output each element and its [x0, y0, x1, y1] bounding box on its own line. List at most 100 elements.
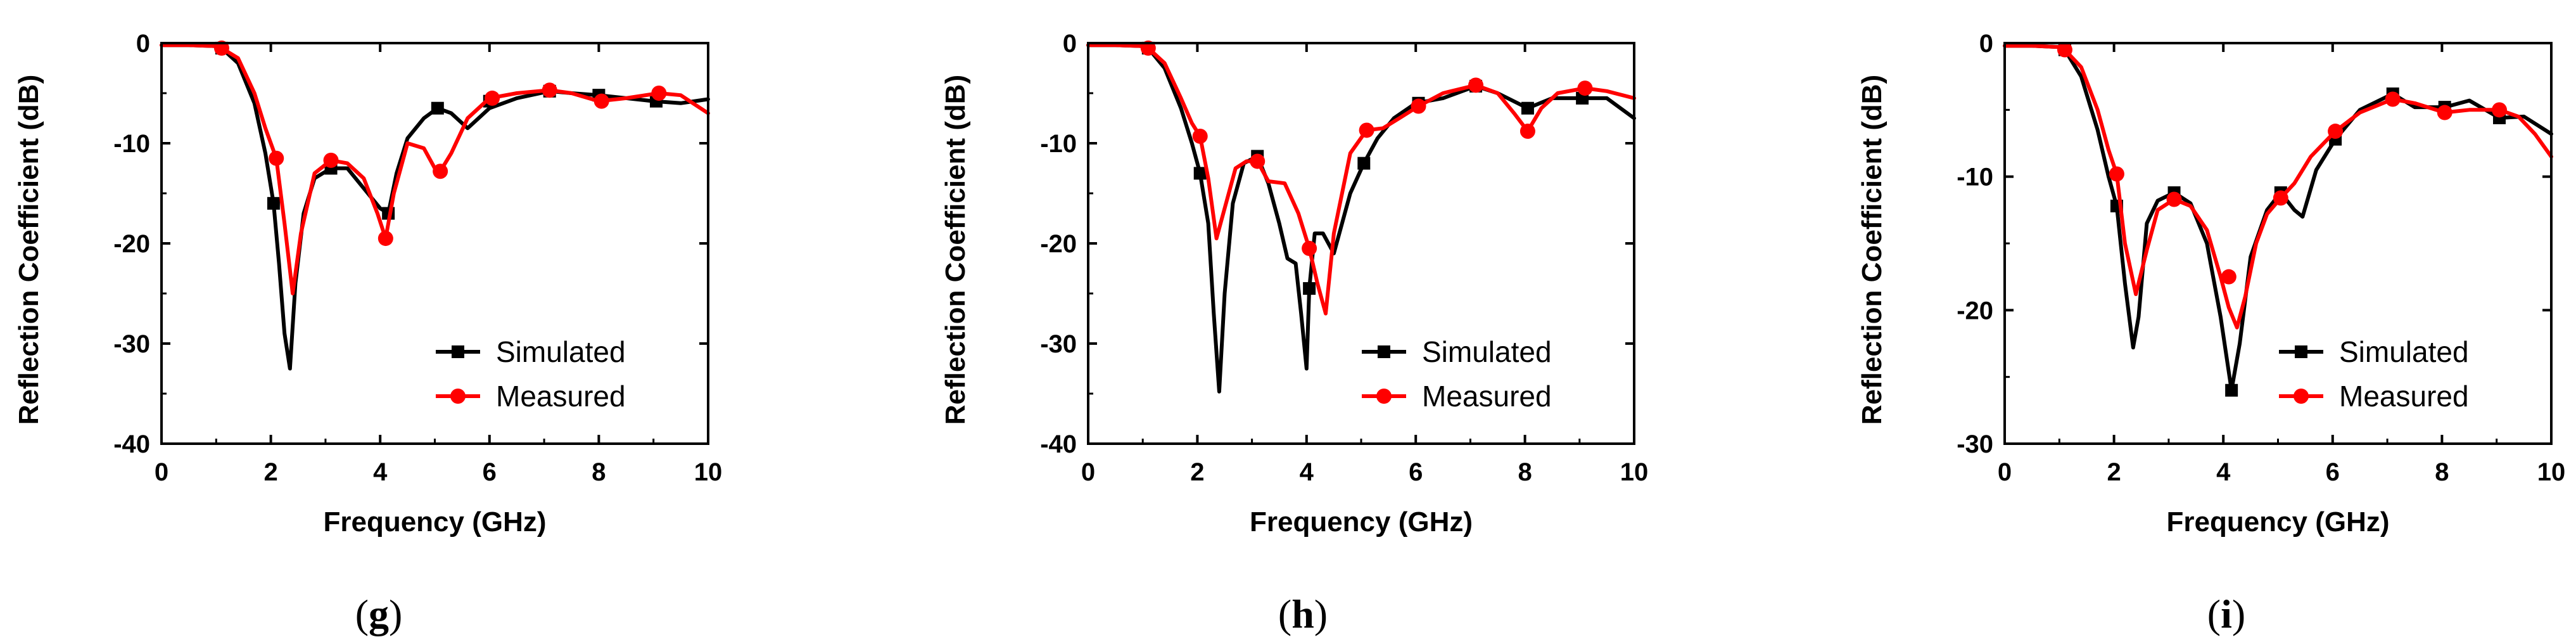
- legend-marker-measured: [450, 389, 466, 404]
- y-tick-label: -10: [1957, 164, 1993, 191]
- x-tick-label: 10: [1620, 458, 1649, 486]
- chart-panel-h: 0 2 4 6 8 10 0 -10 -20 -30 -40 Frequency (GHz) Refle…: [940, 30, 1648, 636]
- x-tick-label: 8: [592, 458, 606, 486]
- legend-label-simulated: Simulated: [496, 335, 626, 368]
- data-point-simulated: [1193, 167, 1207, 180]
- data-point-measured: [269, 150, 284, 166]
- y-tick-label: 0: [136, 30, 150, 58]
- data-point-measured: [2385, 91, 2401, 107]
- legend-marker-simulated: [452, 345, 464, 358]
- y-axis-title: Reflection Coefficient (dB): [13, 75, 44, 425]
- data-point-measured: [1302, 240, 1317, 256]
- legend-marker-simulated: [2295, 345, 2307, 358]
- data-point-simulated: [431, 101, 444, 115]
- data-point-measured: [2221, 269, 2237, 285]
- x-tick-label: 0: [155, 458, 168, 486]
- chart-panel-g: 0 2 4 6 8 10 0 -10 -20 -30 -40 Frequency (GHz) Refle…: [13, 30, 722, 636]
- data-point-simulated: [267, 196, 280, 210]
- y-tick-label: -10: [113, 130, 150, 158]
- legend-marker-measured: [1376, 389, 1392, 404]
- data-point-simulated: [1357, 157, 1371, 170]
- data-point-simulated: [1521, 101, 1534, 115]
- x-axis-title: Frequency (GHz): [323, 506, 546, 538]
- legend: Simulated Measured: [436, 335, 626, 413]
- data-point-simulated: [2225, 383, 2238, 397]
- x-tick-label: 0: [1998, 458, 2012, 486]
- data-point-measured: [1192, 128, 1208, 144]
- data-point-measured: [2437, 105, 2452, 120]
- data-point-measured: [651, 86, 667, 101]
- series-line-measured: [2003, 44, 2553, 330]
- y-tick-label: -20: [113, 230, 150, 258]
- data-point-measured: [1250, 153, 1266, 169]
- data-point-measured: [1468, 77, 1484, 93]
- data-point-measured: [593, 93, 609, 109]
- panel-label: (i): [2207, 591, 2245, 636]
- legend-label-measured: Measured: [1422, 380, 1552, 413]
- data-point-measured: [2492, 102, 2508, 118]
- data-point-measured: [2273, 190, 2288, 206]
- y-tick-label: -30: [1040, 330, 1077, 358]
- x-tick-label: 4: [2216, 458, 2231, 486]
- legend-label-simulated: Simulated: [1422, 335, 1552, 368]
- legend: Simulated Measured: [1362, 335, 1552, 413]
- plot-frame: [2003, 42, 2553, 445]
- data-point-measured: [1411, 98, 1426, 114]
- data-point-measured: [433, 164, 448, 179]
- x-tick-label: 10: [2537, 458, 2566, 486]
- y-tick-label: -40: [113, 430, 150, 458]
- series-group: [1086, 40, 1636, 394]
- x-tick-label: 10: [694, 458, 723, 486]
- series-line-simulated: [160, 43, 710, 371]
- data-point-measured: [2328, 124, 2344, 139]
- x-axis-title: Frequency (GHz): [2166, 506, 2389, 538]
- y-tick-label: -20: [1040, 230, 1077, 258]
- data-point-measured: [323, 152, 339, 168]
- x-tick-label: 8: [1518, 458, 1532, 486]
- legend-label-measured: Measured: [2339, 380, 2469, 413]
- x-tick-label: 2: [263, 458, 277, 486]
- y-tick-label: -30: [113, 330, 150, 358]
- x-tick-label: 4: [1300, 458, 1314, 486]
- data-point-measured: [1359, 122, 1374, 138]
- x-tick-label: 6: [1409, 458, 1423, 486]
- y-axis-title: Reflection Coefficient (dB): [1856, 75, 1888, 425]
- legend-label-measured: Measured: [496, 380, 626, 413]
- series-group: [160, 40, 710, 371]
- data-point-measured: [2057, 42, 2072, 58]
- y-tick-label: -20: [1957, 297, 1993, 325]
- legend-marker-simulated: [1378, 345, 1390, 358]
- series-group: [2003, 42, 2553, 397]
- data-point-simulated: [1303, 282, 1316, 295]
- data-point-measured: [378, 231, 393, 247]
- data-point-measured: [2166, 191, 2182, 207]
- data-point-measured: [542, 82, 557, 98]
- data-point-measured: [2109, 166, 2124, 182]
- x-tick-label: 2: [1190, 458, 1204, 486]
- y-tick-label: 0: [1063, 30, 1077, 58]
- x-tick-label: 4: [373, 458, 388, 486]
- legend-marker-measured: [2294, 389, 2309, 404]
- y-tick-label: -40: [1040, 430, 1077, 458]
- panel-label: (g): [355, 591, 403, 636]
- data-point-measured: [1520, 124, 1535, 139]
- y-axis-title: Reflection Coefficient (dB): [940, 75, 971, 425]
- x-axis-title: Frequency (GHz): [1250, 506, 1473, 538]
- panel-label: (h): [1278, 591, 1328, 636]
- x-tick-label: 6: [2326, 458, 2340, 486]
- x-tick-label: 2: [2107, 458, 2121, 486]
- y-tick-label: -30: [1957, 430, 1993, 458]
- data-point-measured: [485, 90, 500, 106]
- x-tick-label: 0: [1081, 458, 1095, 486]
- series-line-simulated: [2003, 44, 2553, 392]
- x-tick-label: 8: [2435, 458, 2449, 486]
- legend-label-simulated: Simulated: [2339, 335, 2469, 368]
- data-point-measured: [1577, 80, 1593, 96]
- series-line-measured: [1086, 43, 1636, 316]
- y-tick-label: 0: [1979, 30, 1993, 58]
- legend: Simulated Measured: [2279, 335, 2469, 413]
- plot-frame: [1087, 42, 1635, 445]
- y-tick-label: -10: [1040, 130, 1077, 158]
- x-tick-label: 6: [483, 458, 497, 486]
